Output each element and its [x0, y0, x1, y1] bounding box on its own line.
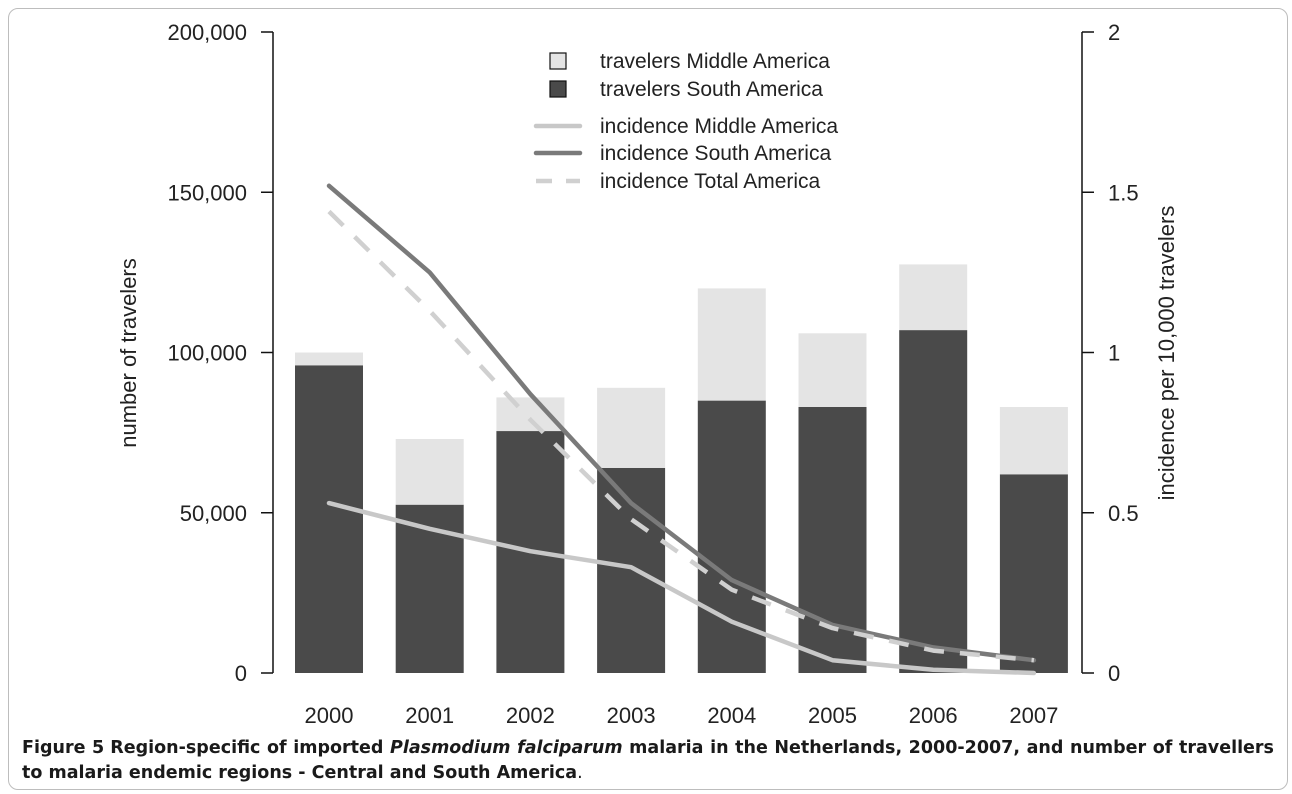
- legend-swatch: [549, 52, 567, 70]
- x-tick-label: 2007: [1009, 703, 1058, 728]
- left-tick-label: 50,000: [180, 501, 247, 526]
- right-tick-label: 1.5: [1108, 180, 1139, 205]
- left-axis-label: number of travelers: [116, 258, 141, 448]
- bar-south-2000: [295, 365, 363, 673]
- line-incidence-middle-america: [326, 500, 1037, 676]
- bar-middle-2007: [999, 407, 1068, 475]
- legend-label: incidence Middle America: [600, 115, 838, 138]
- lines-layer: [326, 183, 1037, 676]
- left-tick-label: 200,000: [167, 20, 247, 45]
- legend-label: incidence South America: [600, 142, 831, 165]
- caption-label: Figure 5: [22, 738, 105, 758]
- caption-text-before: Region-specific of imported: [110, 738, 391, 758]
- right-tick-label: 0.5: [1108, 501, 1139, 526]
- bar-middle-2004: [697, 288, 766, 401]
- x-tick-label: 2004: [707, 703, 756, 728]
- bar-south-2004: [697, 400, 766, 673]
- bar-middle-2003: [597, 387, 666, 468]
- left-tick-label: 0: [235, 661, 247, 686]
- bar-south-2006: [899, 330, 968, 673]
- line-incidence-south-america: [326, 183, 1037, 663]
- right-tick-label: 1: [1108, 341, 1120, 366]
- caption-end: .: [577, 763, 583, 783]
- left-tick-label: 100,000: [167, 341, 247, 366]
- legend-swatch: [549, 80, 567, 98]
- legend-label: travelers South America: [600, 78, 823, 101]
- bar-middle-2005: [798, 333, 867, 407]
- x-tick-label: 2000: [305, 703, 354, 728]
- caption-text-after: malaria in the Netherlands, 2000-2007, a…: [22, 738, 1274, 783]
- bar-middle-2001: [395, 439, 464, 505]
- x-tick-label: 2005: [808, 703, 857, 728]
- right-tick-label: 2: [1108, 20, 1120, 45]
- bars-layer: [295, 264, 1068, 673]
- x-tick-label: 2003: [607, 703, 656, 728]
- bar-middle-2002: [496, 397, 565, 432]
- legend-label: travelers Middle America: [600, 50, 830, 73]
- bar-middle-2006: [899, 264, 968, 331]
- bar-south-2007: [999, 474, 1068, 673]
- x-tick-label: 2006: [909, 703, 958, 728]
- legend-label: incidence Total America: [600, 170, 821, 193]
- left-tick-label: 150,000: [167, 180, 247, 205]
- figure-caption: Figure 5 Region-specific of imported Pla…: [22, 736, 1274, 786]
- x-tick-label: 2002: [506, 703, 555, 728]
- chart: 0 50,000 100,000 150,000 200,000 number of tr…: [116, 20, 1179, 728]
- bar-middle-2000: [295, 352, 363, 366]
- caption-italic: Plasmodium falciparum: [390, 738, 623, 758]
- legend: travelers Middle America travelers South …: [533, 50, 838, 193]
- right-axis-label: incidence per 10,000 travelers: [1154, 206, 1179, 501]
- axes-layer: 0 50,000 100,000 150,000 200,000 number of tr…: [116, 20, 1179, 728]
- right-tick-label: 0: [1108, 661, 1120, 686]
- x-tick-label: 2001: [405, 703, 454, 728]
